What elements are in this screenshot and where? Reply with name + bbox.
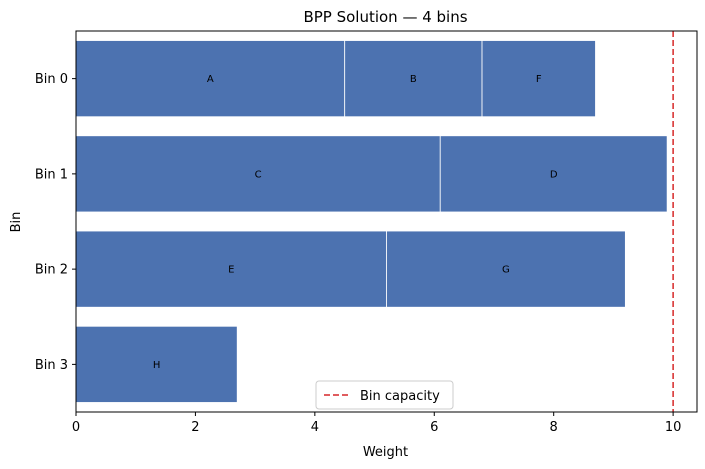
y-axis-label: Bin bbox=[9, 212, 24, 233]
x-tick-label: 8 bbox=[550, 420, 558, 435]
x-axis-ticks: 0 2 4 6 8 10 bbox=[72, 412, 682, 435]
segment-labels-group: A B F C D E G H bbox=[153, 74, 558, 371]
segment-label-B: B bbox=[410, 74, 417, 85]
segment-label-A: A bbox=[207, 74, 214, 85]
y-tick-label: Bin 0 bbox=[35, 72, 68, 87]
bar-segment-H bbox=[75, 325, 238, 403]
y-tick-label: Bin 1 bbox=[35, 167, 68, 182]
bar-segment-B bbox=[344, 40, 483, 118]
legend-box bbox=[315, 380, 454, 410]
x-tick-label: 4 bbox=[311, 420, 319, 435]
bar-segment-E bbox=[75, 230, 387, 308]
bars-group bbox=[75, 40, 668, 403]
y-tick-label: Bin 3 bbox=[35, 358, 68, 373]
bar-segment-C bbox=[75, 135, 441, 213]
y-tick-label: Bin 2 bbox=[35, 263, 68, 278]
segment-label-H: H bbox=[153, 360, 161, 371]
y-axis-ticks: Bin 0 Bin 1 Bin 2 Bin 3 bbox=[35, 72, 76, 373]
segment-label-D: D bbox=[550, 169, 558, 180]
segment-label-E: E bbox=[228, 265, 234, 276]
chart-title: BPP Solution — 4 bins bbox=[303, 8, 467, 26]
plot-frame bbox=[75, 30, 698, 413]
x-axis-label: Weight bbox=[363, 445, 408, 460]
bar-segment-D bbox=[439, 135, 668, 213]
bar-segment-G bbox=[386, 230, 626, 308]
legend-capacity-label: Bin capacity bbox=[360, 389, 440, 404]
legend: Bin capacity bbox=[315, 380, 454, 410]
bar-segment-F bbox=[481, 40, 596, 118]
x-tick-label: 6 bbox=[430, 420, 438, 435]
segment-label-G: G bbox=[502, 265, 510, 276]
x-tick-label: 2 bbox=[191, 420, 199, 435]
x-tick-label: 10 bbox=[665, 420, 682, 435]
segment-label-C: C bbox=[255, 169, 262, 180]
segment-label-F: F bbox=[536, 74, 542, 85]
x-tick-label: 0 bbox=[72, 420, 80, 435]
bar-segment-A bbox=[75, 40, 346, 118]
